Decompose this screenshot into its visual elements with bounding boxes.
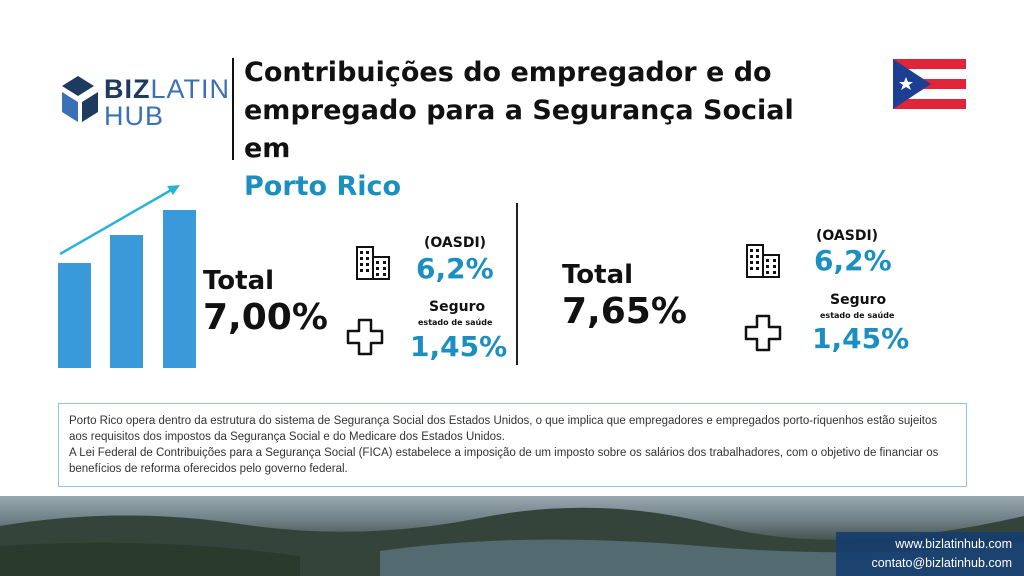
contact-panel: www.bizlatinhub.com contato@bizlatinhub.… [836,532,1024,576]
logo-hub: HUB [104,101,165,131]
employer-health-sub: estado de saúde [418,318,493,327]
info-note-paragraph-2: A Lei Federal de Contribuições para a Se… [69,447,939,475]
employer-total: Total 7,00% [203,266,328,340]
brand-logo: BIZLATIN HUB [58,72,230,132]
logo-wordmark: BIZLATIN HUB [104,76,230,130]
employee-total: Total 7,65% [562,260,687,334]
employer-total-value: 7,00% [203,297,328,338]
employee-oasdi-value: 6,2% [814,244,892,277]
column-divider [516,203,518,365]
website-link[interactable]: www.bizlatinhub.com [895,537,1012,551]
email-link[interactable]: contato@bizlatinhub.com [871,556,1012,570]
employee-health-sub: estado de saúde [820,311,895,320]
medical-cross-icon [744,314,782,352]
bizlatinhub-logo-icon [62,76,98,122]
employee-health-value: 1,45% [812,322,910,355]
employer-oasdi-label: (OASDI) [424,235,487,251]
growth-bar-chart-icon [58,185,196,368]
employer-total-label: Total [203,266,275,296]
employer-health-value: 1,45% [410,330,508,363]
info-note: Porto Rico opera dentro da estrutura do … [58,403,967,487]
building-icon [356,246,390,280]
employee-total-label: Total [562,260,634,290]
building-icon [746,244,780,278]
puerto-rico-flag-icon [893,59,966,109]
title-line-2: empregado para a Segurança Social em [244,95,794,164]
info-note-paragraph-1: Porto Rico opera dentro da estrutura do … [69,415,938,443]
employee-health-label: Seguro [830,292,887,308]
employee-total-value: 7,65% [562,291,687,332]
page-title: Contribuições do empregador e do emprega… [244,54,844,206]
title-divider [232,58,234,160]
logo-biz: BIZ [104,74,151,104]
title-accent: Porto Rico [244,171,402,202]
employee-oasdi-label: (OASDI) [816,228,879,244]
employer-oasdi-value: 6,2% [416,252,494,285]
medical-cross-icon [346,318,384,356]
logo-latin: LATIN [150,74,231,104]
title-line-1: Contribuições do empregador e do [244,57,772,88]
employer-health-label: Seguro [429,299,486,315]
